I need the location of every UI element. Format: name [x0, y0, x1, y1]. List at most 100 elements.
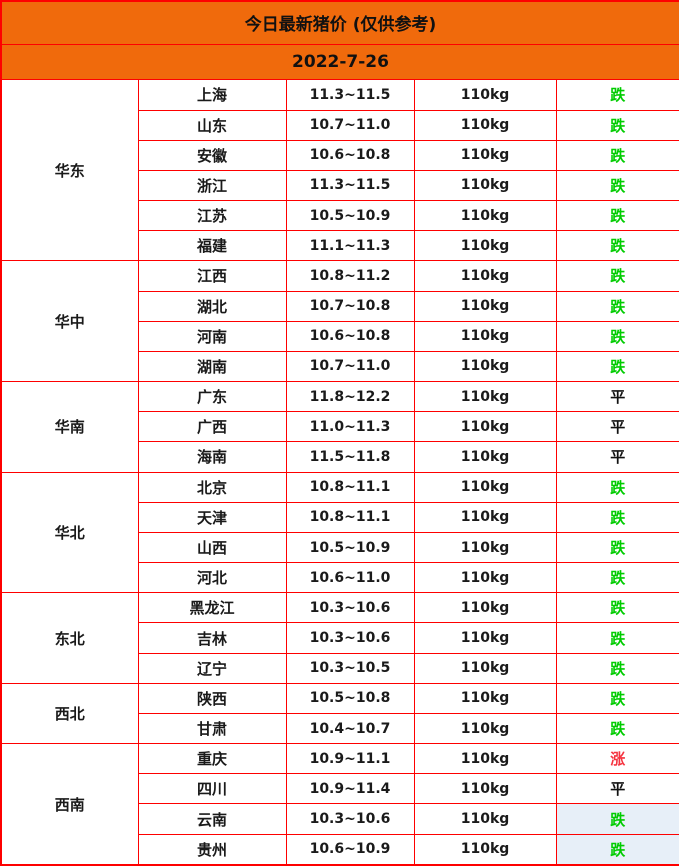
province-cell: 山西: [137, 531, 287, 564]
table-row: 贵州 10.6~10.9 110kg 跌: [1, 833, 679, 866]
province-cell: 河南: [137, 320, 287, 352]
trend-cell: 跌: [555, 562, 679, 594]
weight-cell: 110kg: [413, 501, 557, 533]
table-row: 福建 11.1~11.3 110kg 跌: [1, 230, 679, 262]
region-cell: 华东: [0, 79, 139, 262]
province-cell: 广东: [137, 381, 287, 413]
weight-cell: 110kg: [413, 773, 557, 805]
weight-cell: 110kg: [413, 260, 557, 292]
weight-cell: 110kg: [413, 622, 557, 654]
trend-cell: 跌: [555, 471, 679, 503]
weight-cell: 110kg: [413, 109, 557, 141]
province-cell: 浙江: [137, 169, 287, 202]
price-range-cell: 10.6~10.9: [285, 833, 415, 866]
region-cell: 华北: [0, 471, 139, 594]
table-row: 江苏 10.5~10.9 110kg 跌: [1, 200, 679, 232]
province-cell: 四川: [137, 773, 287, 805]
weight-cell: 110kg: [413, 290, 557, 322]
price-range-cell: 10.5~10.9: [285, 531, 415, 564]
province-cell: 重庆: [137, 743, 287, 775]
table-row: 四川 10.9~11.4 110kg 平: [1, 773, 679, 805]
price-range-cell: 10.8~11.1: [285, 501, 415, 533]
trend-cell: 跌: [555, 169, 679, 202]
trend-cell: 跌: [555, 350, 679, 383]
weight-cell: 110kg: [413, 531, 557, 564]
table-row: 华北 北京 10.8~11.1 110kg 跌: [0, 471, 679, 594]
weight-cell: 110kg: [413, 652, 557, 684]
table-row: 山西 10.5~10.9 110kg 跌: [1, 531, 679, 564]
price-range-cell: 11.0~11.3: [285, 411, 415, 443]
price-range-cell: 10.3~10.6: [285, 622, 415, 654]
trend-cell: 跌: [555, 200, 679, 232]
price-range-cell: 10.5~10.9: [285, 200, 415, 232]
trend-cell: 跌: [555, 652, 679, 684]
weight-cell: 110kg: [413, 803, 557, 835]
province-cell: 辽宁: [137, 652, 287, 684]
weight-cell: 110kg: [413, 562, 557, 594]
price-range-cell: 10.8~11.1: [285, 471, 415, 503]
price-range-cell: 10.7~10.8: [285, 290, 415, 322]
weight-cell: 110kg: [413, 169, 557, 202]
price-range-cell: 11.1~11.3: [285, 230, 415, 262]
province-cell: 山东: [137, 109, 287, 141]
region-cell: 西南: [0, 743, 139, 866]
table-row: 云南 10.3~10.6 110kg 跌: [1, 803, 679, 835]
province-cell: 福建: [137, 230, 287, 262]
province-cell: 贵州: [137, 833, 287, 866]
province-cell: 湖北: [137, 290, 287, 322]
province-cell: 安徽: [137, 139, 287, 171]
province-cell: 海南: [137, 441, 287, 473]
date-row: 2022-7-26: [0, 43, 679, 81]
table-row: 河南 10.6~10.8 110kg 跌: [1, 320, 679, 352]
weight-cell: 110kg: [413, 712, 557, 745]
table-row: 华中 江西 10.8~11.2 110kg 跌: [0, 260, 679, 383]
price-range-cell: 10.6~11.0: [285, 562, 415, 594]
trend-cell: 跌: [555, 230, 679, 262]
price-range-cell: 10.5~10.8: [285, 682, 415, 714]
trend-cell: 平: [555, 411, 679, 443]
table-body: 华东 上海 11.3~11.5 110kg 跌山东 10.7~11.0 110kg 跌安徽 10…: [0, 79, 679, 866]
province-cell: 天津: [137, 501, 287, 533]
price-range-cell: 10.8~11.2: [285, 260, 415, 292]
province-cell: 湖南: [137, 350, 287, 383]
province-cell: 上海: [137, 79, 287, 111]
weight-cell: 110kg: [413, 230, 557, 262]
province-cell: 陕西: [137, 682, 287, 714]
region-cell: 华中: [0, 260, 139, 383]
weight-cell: 110kg: [413, 411, 557, 443]
weight-cell: 110kg: [413, 350, 557, 383]
trend-cell: 跌: [555, 501, 679, 533]
weight-cell: 110kg: [413, 592, 557, 624]
title-row: 今日最新猪价 (仅供参考): [0, 0, 679, 45]
page-title: 今日最新猪价 (仅供参考): [0, 0, 679, 45]
trend-cell: 跌: [555, 803, 679, 835]
province-cell: 甘肃: [137, 712, 287, 745]
table-row: 辽宁 10.3~10.5 110kg 跌: [1, 652, 679, 684]
table-row: 河北 10.6~11.0 110kg 跌: [1, 562, 679, 594]
province-cell: 广西: [137, 411, 287, 443]
province-cell: 吉林: [137, 622, 287, 654]
trend-cell: 跌: [555, 592, 679, 624]
price-range-cell: 10.7~11.0: [285, 109, 415, 141]
trend-cell: 平: [555, 381, 679, 413]
region-cell: 西北: [0, 682, 139, 745]
price-range-cell: 10.3~10.6: [285, 803, 415, 835]
weight-cell: 110kg: [413, 833, 557, 866]
table-row: 吉林 10.3~10.6 110kg 跌: [1, 622, 679, 654]
price-range-cell: 10.6~10.8: [285, 139, 415, 171]
table-row: 广西 11.0~11.3 110kg 平: [1, 411, 679, 443]
region-cell: 华南: [0, 381, 139, 473]
trend-cell: 跌: [555, 79, 679, 111]
table-row: 湖南 10.7~11.0 110kg 跌: [1, 350, 679, 383]
province-cell: 江西: [137, 260, 287, 292]
province-cell: 河北: [137, 562, 287, 594]
table-row: 海南 11.5~11.8 110kg 平: [1, 441, 679, 473]
trend-cell: 跌: [555, 622, 679, 654]
table-row: 山东 10.7~11.0 110kg 跌: [1, 109, 679, 141]
province-cell: 黑龙江: [137, 592, 287, 624]
table-row: 华东 上海 11.3~11.5 110kg 跌: [0, 79, 679, 262]
province-cell: 江苏: [137, 200, 287, 232]
table-row: 西北 陕西 10.5~10.8 110kg 跌: [0, 682, 679, 745]
trend-cell: 跌: [555, 320, 679, 352]
